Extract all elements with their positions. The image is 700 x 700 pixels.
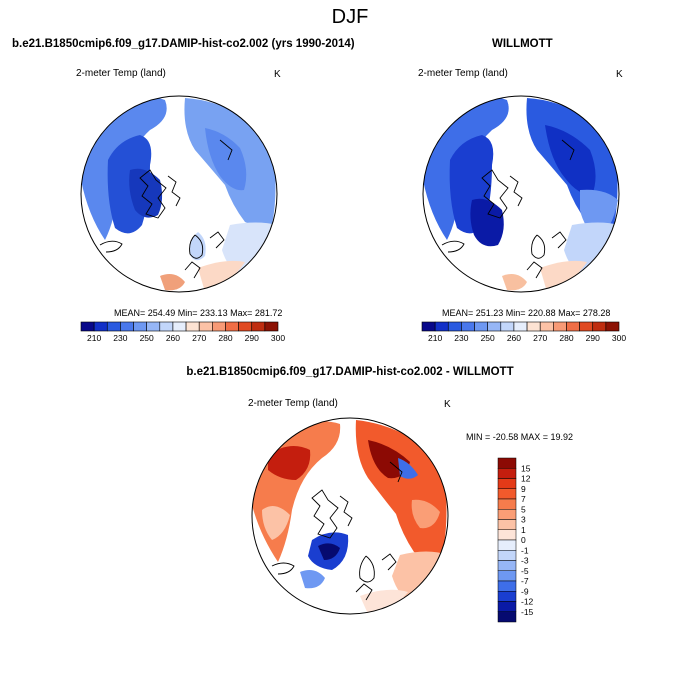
diff-colorbar-swatch [497, 580, 517, 592]
diff-colorbar-tick-label: 15 [521, 463, 531, 473]
obs-colorbar-swatch [461, 321, 475, 332]
obs-colorbar-tick-label: 280 [559, 333, 573, 343]
obs-colorbar-swatch [605, 321, 620, 332]
diff-colorbar-tick-label: -12 [521, 597, 534, 607]
diff-colorbar-tick-label: 7 [521, 494, 526, 504]
diff-colorbar-swatch [497, 560, 517, 571]
diff-colorbar-tick-label: 12 [521, 474, 531, 484]
diff-colorbar-swatch [497, 509, 517, 520]
model-colorbar-swatch [198, 321, 213, 332]
model-colorbar-swatch [212, 321, 226, 332]
diff-colorbar-tick-label: 9 [521, 484, 526, 494]
model-colorbar-swatch [93, 321, 108, 332]
model-colorbar-swatch [225, 321, 239, 332]
obs-colorbar-swatch [566, 321, 580, 332]
diff-colorbar-swatch [497, 611, 517, 623]
diff-stats: MIN = -20.58 MAX = 19.92 [466, 432, 574, 442]
diff-variable-label: 2-meter Temp (land) [248, 398, 338, 409]
model-colorbar-tick-label: 230 [113, 333, 127, 343]
figure-title: DJF [331, 6, 369, 28]
model-colorbar-swatch [106, 321, 121, 332]
model-colorbar-swatch [80, 321, 95, 332]
model-colorbar: 210 230 250 260 270 280 290 300 [80, 321, 285, 343]
diff-colorbar-tick-label: 1 [521, 525, 526, 535]
obs-colorbar-tick-label: 260 [507, 333, 521, 343]
model-colorbar-swatch [133, 321, 147, 332]
diff-colorbar-swatch [497, 488, 517, 500]
model-colorbar-tick-label: 250 [140, 333, 154, 343]
diff-colorbar-swatch [497, 519, 517, 530]
diff-colorbar-tick-label: -7 [521, 576, 529, 586]
model-colorbar-swatch [185, 321, 200, 332]
obs-colorbar-tick-label: 210 [428, 333, 442, 343]
diff-colorbar-tick-label: -1 [521, 545, 529, 555]
model-colorbar-swatch [120, 321, 134, 332]
model-units-label: K [274, 69, 281, 80]
model-colorbar-tick-label: 210 [87, 333, 101, 343]
diff-colorbar-swatch [497, 498, 517, 510]
obs-colorbar-tick-label: 230 [454, 333, 468, 343]
obs-variable-label: 2-meter Temp (land) [418, 68, 508, 79]
obs-colorbar: 210 230 250 260 270 280 290 300 [421, 321, 626, 343]
diff-colorbar-tick-label: -3 [521, 556, 529, 566]
obs-stats: MEAN= 251.23 Min= 220.88 Max= 278.28 [442, 308, 611, 318]
obs-colorbar-swatch [421, 321, 436, 332]
diff-colorbar-swatch [497, 550, 517, 561]
model-colorbar-tick-label: 280 [218, 333, 232, 343]
diff-colorbar-swatch [497, 478, 517, 489]
obs-colorbar-tick-label: 250 [481, 333, 495, 343]
obs-colorbar-swatch [487, 321, 502, 332]
model-colorbar-swatch [238, 321, 253, 332]
diff-colorbar-tick-label: -5 [521, 566, 529, 576]
model-stats: MEAN= 254.49 Min= 233.13 Max= 281.72 [114, 308, 283, 318]
model-colorbar-swatch [159, 321, 174, 332]
model-colorbar-swatch [146, 321, 161, 332]
obs-colorbar-tick-label: 300 [612, 333, 626, 343]
obs-colorbar-swatch [513, 321, 528, 332]
obs-colorbar-swatch [434, 321, 449, 332]
model-colorbar-swatch [264, 321, 279, 332]
obs-colorbar-swatch [500, 321, 515, 332]
diff-colorbar-tick-label: 0 [521, 535, 526, 545]
obs-colorbar-swatch [539, 321, 554, 332]
model-colorbar-tick-label: 300 [271, 333, 285, 343]
diff-panel-title: b.e21.B1850cmip6.f09_g17.DAMIP-hist-co2.… [186, 366, 514, 378]
diff-colorbar-tick-label: -15 [521, 607, 534, 617]
obs-map [422, 95, 620, 293]
diff-colorbar-tick-label: 3 [521, 515, 526, 525]
obs-colorbar-swatch [579, 321, 594, 332]
obs-colorbar-swatch [553, 321, 567, 332]
obs-colorbar-swatch [592, 321, 607, 332]
model-panel-title: b.e21.B1850cmip6.f09_g17.DAMIP-hist-co2.… [12, 38, 355, 50]
obs-panel-title: WILLMOTT [492, 38, 553, 50]
model-colorbar-tick-label: 290 [245, 333, 259, 343]
model-map [80, 95, 278, 293]
diff-colorbar-swatch [497, 529, 517, 541]
model-variable-label: 2-meter Temp (land) [76, 68, 166, 79]
diff-colorbar-tick-label: -9 [521, 586, 529, 596]
model-colorbar-tick-label: 260 [166, 333, 180, 343]
diff-colorbar-tick-label: 5 [521, 504, 526, 514]
obs-colorbar-swatch [526, 321, 541, 332]
model-colorbar-swatch [172, 321, 187, 332]
model-colorbar-swatch [251, 321, 266, 332]
obs-colorbar-swatch [447, 321, 462, 332]
obs-units-label: K [616, 69, 623, 80]
diff-map [251, 417, 449, 615]
obs-colorbar-swatch [474, 321, 488, 332]
obs-colorbar-tick-label: 270 [533, 333, 547, 343]
diff-colorbar-swatch [497, 591, 517, 602]
diff-colorbar-swatch [497, 601, 517, 612]
model-colorbar-tick-label: 270 [192, 333, 206, 343]
diff-units-label: K [444, 399, 451, 410]
diff-colorbar-swatch [497, 539, 517, 551]
diff-colorbar-swatch [497, 468, 517, 479]
diff-colorbar-swatch [497, 570, 517, 582]
obs-colorbar-tick-label: 290 [586, 333, 600, 343]
diff-colorbar-swatch [497, 457, 517, 469]
